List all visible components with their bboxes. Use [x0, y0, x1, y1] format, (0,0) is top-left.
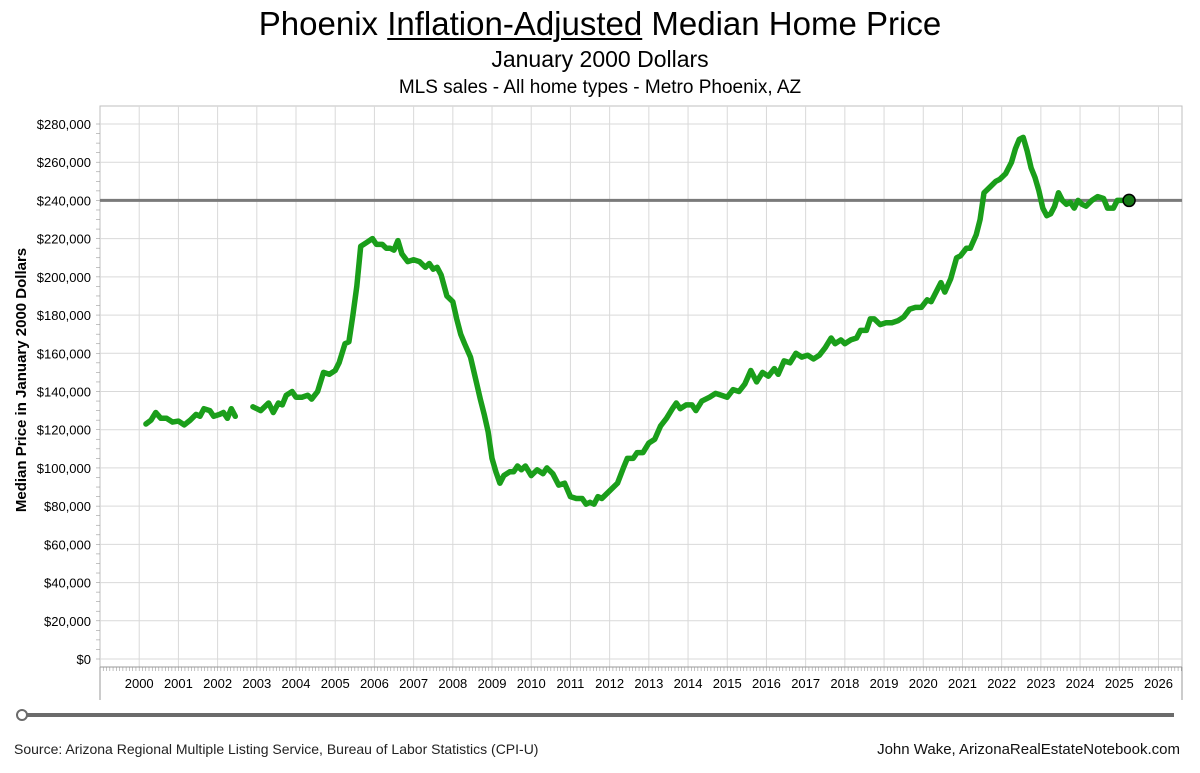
x-tick-label: 2004 [282, 676, 311, 691]
x-tick-label: 2015 [713, 676, 742, 691]
x-tick-label: 2010 [517, 676, 546, 691]
x-tick-label: 2021 [948, 676, 977, 691]
y-tick-label: $240,000 [37, 193, 91, 208]
y-tick-label: $280,000 [37, 117, 91, 132]
y-tick-label: $40,000 [44, 576, 91, 591]
x-tick-label: 2012 [595, 676, 624, 691]
y-tick-label: $180,000 [37, 308, 91, 323]
price-series-line [143, 405, 239, 428]
grid-layer [99, 105, 1183, 668]
x-tick-label: 2013 [634, 676, 663, 691]
x-tick-label: 2001 [164, 676, 193, 691]
x-tick-label: 2007 [399, 676, 428, 691]
x-tick-label: 2009 [478, 676, 507, 691]
credit-note: John Wake, ArizonaRealEstateNotebook.com [877, 741, 1180, 758]
y-axis-label: Median Price in January 2000 Dollars [13, 248, 30, 512]
y-tick-label: $100,000 [37, 461, 91, 476]
chart-title: Phoenix Inflation-Adjusted Median Home P… [0, 4, 1200, 44]
y-tick-label: $60,000 [44, 537, 91, 552]
x-tick-label: 2020 [909, 676, 938, 691]
y-tick-label: $140,000 [37, 385, 91, 400]
x-tick-label: 2023 [1026, 676, 1055, 691]
title-underlined: Inflation-Adjusted [387, 5, 643, 42]
x-tick-label: 2022 [987, 676, 1016, 691]
x-tick-label: 2026 [1144, 676, 1173, 691]
x-tick-label: 2025 [1105, 676, 1134, 691]
x-tick-label: 2003 [242, 676, 271, 691]
y-tick-label: $0 [77, 652, 91, 667]
x-tick-label: 2024 [1066, 676, 1095, 691]
y-tick-label: $160,000 [37, 346, 91, 361]
y-tick-label: $260,000 [37, 155, 91, 170]
x-tick-label: 2000 [125, 676, 154, 691]
price-series-line [250, 134, 1132, 507]
source-note: Source: Arizona Regional Multiple Listin… [14, 741, 539, 757]
x-tick-label: 2002 [203, 676, 232, 691]
chart-subtitle: January 2000 Dollars [491, 46, 709, 72]
y-tick-label: $80,000 [44, 499, 91, 514]
x-tick-label: 2014 [674, 676, 703, 691]
y-tick-label: $20,000 [44, 614, 91, 629]
x-tick-label: 2019 [870, 676, 899, 691]
series-layer [100, 134, 1182, 507]
y-tick-label: $200,000 [37, 270, 91, 285]
axis-layer: 2000 2001 2002 2003 2004 2005 2006 2007 2008 2009… [37, 117, 1183, 700]
x-tick-label: 2018 [830, 676, 859, 691]
title-pre: Phoenix [258, 5, 388, 42]
x-tick-label: 2011 [556, 676, 584, 691]
title-post: Median Home Price [642, 5, 942, 42]
chart-subtitle-2: MLS sales - All home types - Metro Phoen… [398, 77, 802, 98]
scrollbar-handle[interactable] [16, 709, 28, 721]
time-scrollbar [16, 709, 1174, 721]
x-tick-label: 2008 [438, 676, 467, 691]
y-tick-label: $120,000 [37, 423, 91, 438]
x-tick-label: 2017 [791, 676, 820, 691]
x-tick-label: 2016 [752, 676, 781, 691]
y-tick-label: $220,000 [37, 232, 91, 247]
x-tick-label: 2006 [360, 676, 389, 691]
x-tick-label: 2005 [321, 676, 350, 691]
latest-value-marker [1122, 193, 1136, 208]
